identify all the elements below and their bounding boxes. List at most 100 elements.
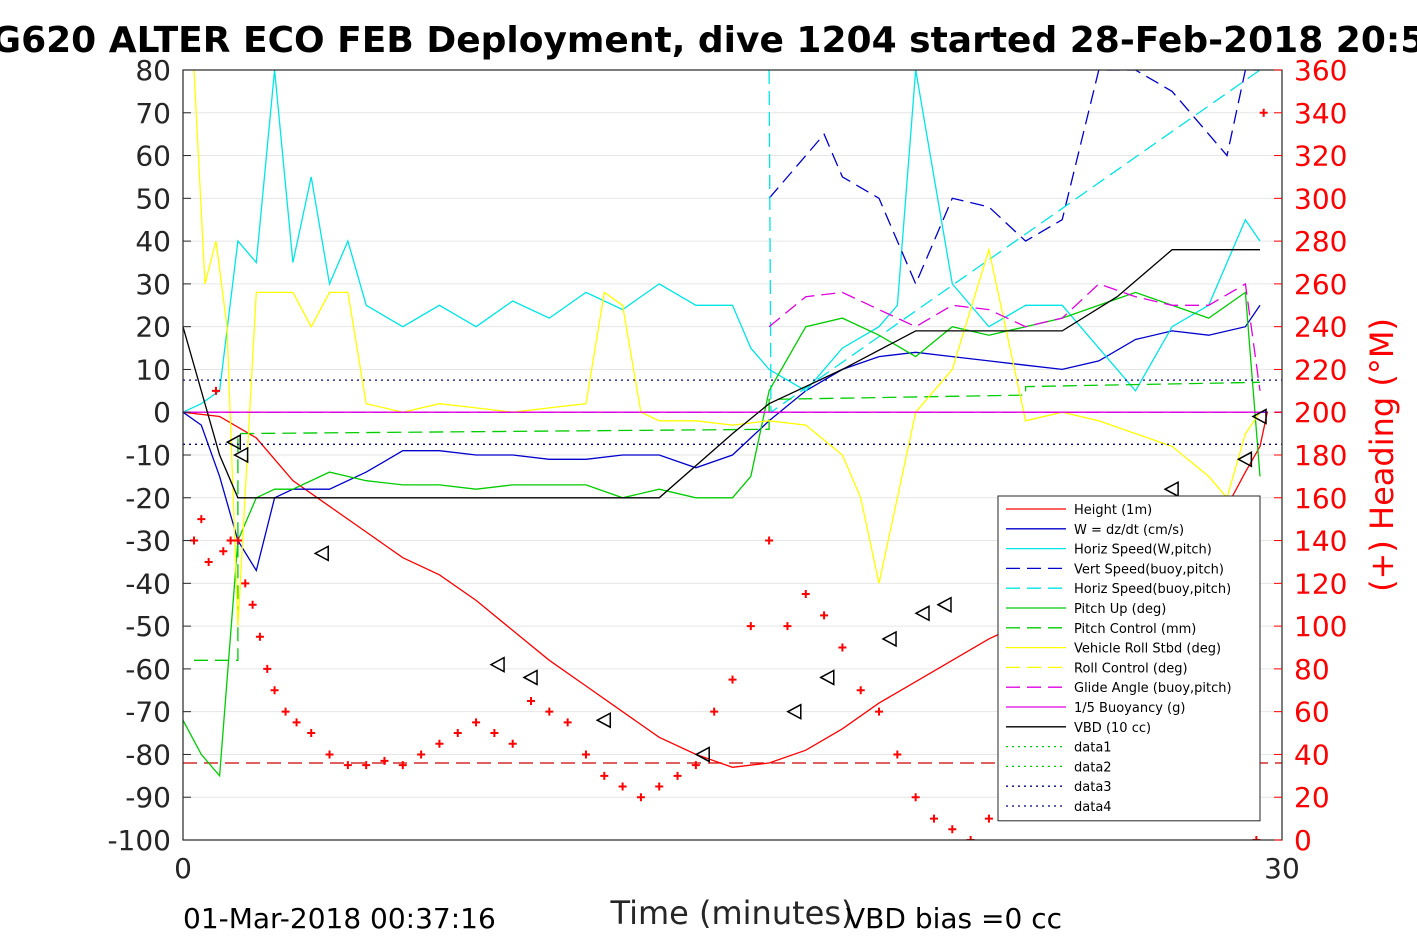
triangle-marker [1163, 480, 1179, 498]
series-line [183, 249, 1260, 499]
legend-label: Roll Control (deg) [1074, 661, 1188, 676]
triangle-marker [1251, 408, 1267, 425]
y-tick-label: 10 [135, 353, 171, 386]
heading-point [453, 729, 462, 738]
heading-point [911, 793, 920, 802]
legend-label: data4 [1074, 800, 1112, 815]
heading-point [472, 718, 481, 727]
chart-title: SG620 ALTER ECO FEB Deployment, dive 120… [0, 20, 1417, 61]
legend-label: Glide Angle (buoy,pitch) [1074, 681, 1232, 696]
series-line [768, 70, 1260, 286]
legend-label: W = dz/dt (cm/s) [1074, 523, 1184, 538]
y-tick-label: -100 [107, 824, 171, 857]
legend-label: Horiz Speed(W,pitch) [1074, 543, 1212, 558]
y-tick-label: -30 [125, 525, 171, 558]
heading-point [673, 771, 682, 780]
legend-label: Pitch Up (deg) [1074, 602, 1166, 617]
heading-point [728, 675, 737, 684]
heading-point [398, 761, 407, 770]
heading-point [820, 611, 829, 620]
y2-tick-label: 60 [1294, 696, 1330, 729]
heading-point [765, 536, 774, 545]
heading-point [710, 707, 719, 716]
legend-label: data3 [1074, 780, 1112, 795]
triangle-marker [819, 669, 835, 686]
legend: Height (1m) W = dz/dt (cm/s) Horiz Speed(W… [997, 495, 1261, 822]
heading-point [380, 756, 389, 765]
heading-point [618, 782, 627, 791]
y-tick-label: -60 [125, 653, 171, 686]
y-tick-label: 70 [135, 97, 171, 130]
heading-point [219, 547, 228, 556]
heading-point [655, 782, 664, 791]
legend-label: 1/5 Buoyancy (g) [1074, 701, 1185, 716]
triangle-marker [233, 446, 249, 464]
y2-tick-label: 80 [1294, 653, 1330, 686]
y2-tick-label: 200 [1294, 396, 1347, 429]
y-tick-label: -40 [125, 567, 171, 600]
triangle-marker [595, 711, 612, 729]
legend-label: Height (1m) [1074, 503, 1152, 518]
y-tick-label: 50 [135, 182, 171, 215]
triangle-marker [489, 656, 505, 673]
heading-point [255, 632, 264, 641]
y-tick-label: 60 [135, 140, 171, 173]
triangle-marker [225, 433, 242, 451]
legend-label: data2 [1074, 760, 1112, 775]
legend-label: Vehicle Roll Stbd (deg) [1074, 642, 1221, 657]
heading-point [838, 643, 847, 652]
y2-tick-label: 260 [1294, 268, 1347, 301]
heading-point [417, 750, 426, 759]
y2-tick-label: 100 [1294, 610, 1347, 643]
y-tick-label: 80 [135, 54, 171, 87]
heading-point [292, 718, 301, 727]
heading-point [600, 771, 609, 780]
heading-point [281, 707, 290, 716]
heading-point [875, 707, 884, 716]
heading-point [435, 739, 444, 748]
y2-tick-label: 240 [1294, 311, 1347, 344]
y-tick-label: -80 [125, 738, 171, 771]
y2-tick-label: 220 [1294, 353, 1347, 386]
heading-point [241, 579, 250, 588]
heading-point [801, 590, 810, 599]
series-line [183, 70, 1261, 413]
heading-point [636, 793, 645, 802]
y-tick-label: -90 [125, 781, 171, 814]
heading-point [343, 761, 352, 770]
heading-point [929, 814, 938, 823]
heading-point [204, 557, 213, 566]
heading-point [197, 515, 206, 524]
heading-point [263, 664, 272, 673]
y2-tick-label: 140 [1294, 525, 1347, 558]
triangle-marker [313, 545, 329, 562]
y2-tick-label: 320 [1294, 140, 1347, 173]
legend-label: Horiz Speed(buoy,pitch) [1074, 582, 1231, 597]
y2-axis-label: (+) Heading (°M) [1363, 318, 1401, 592]
legend-label: VBD (10 cc) [1074, 721, 1151, 736]
triangle-marker [786, 703, 802, 720]
footer-vbd-bias: VBD bias =0 cc [846, 902, 1062, 935]
y-axis-left: 80 70 60 50 40 30 20 10 0 -10 -20 -30 -40 -50 -60 -70 -8… [107, 54, 191, 857]
y-tick-label: 40 [135, 225, 171, 258]
legend-label: Pitch Control (mm) [1074, 622, 1196, 637]
heading-point [362, 761, 371, 770]
heading-point [248, 600, 257, 609]
heading-point [1259, 108, 1268, 117]
x-axis: 0 30 [174, 832, 1300, 885]
triangle-marker [936, 596, 952, 613]
heading-point [966, 836, 975, 840]
triangle-marker [522, 669, 538, 686]
y2-tick-label: 0 [1294, 824, 1312, 857]
heading-point [189, 536, 198, 545]
heading-point [233, 536, 242, 545]
series-line [768, 282, 1261, 391]
y2-tick-label: 300 [1294, 182, 1347, 215]
heading-point [984, 814, 993, 823]
heading-point [325, 750, 334, 759]
heading-point [948, 825, 957, 834]
series-line [194, 381, 1261, 661]
y2-tick-label: 340 [1294, 97, 1347, 130]
series-line [193, 70, 1261, 627]
